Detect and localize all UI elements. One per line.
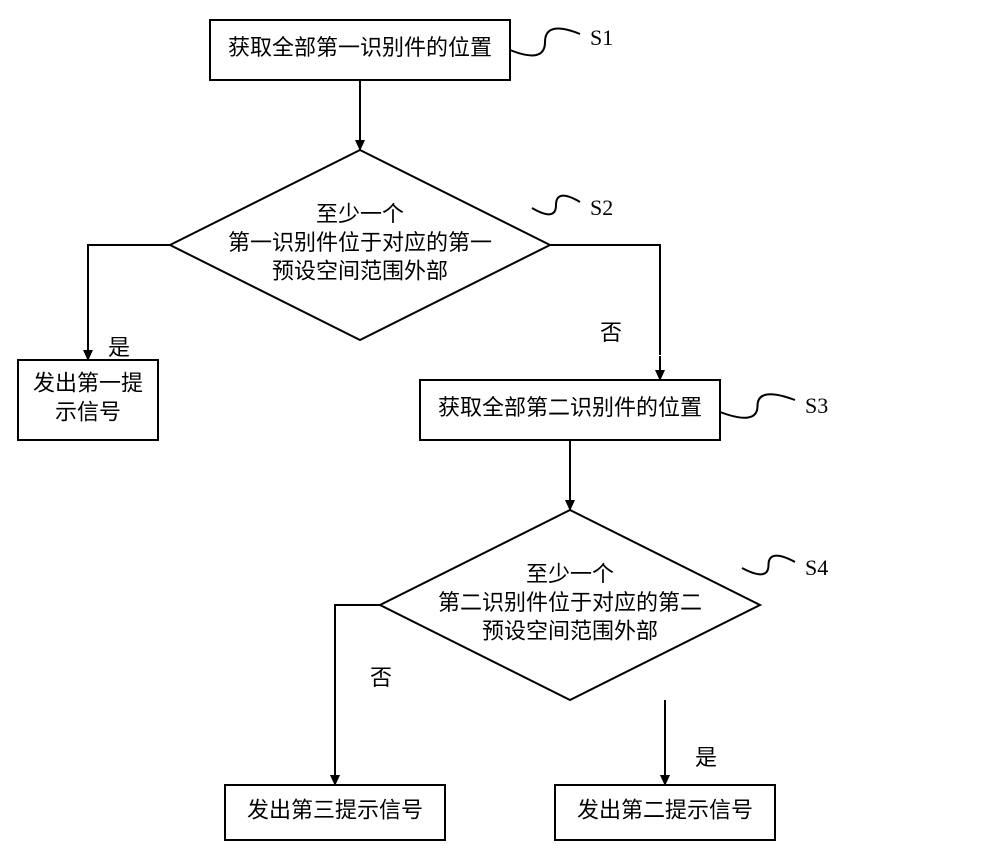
- edge-label-s4_b2: 是: [695, 745, 717, 770]
- s2-text-line-1: 第一识别件位于对应的第一: [228, 230, 492, 255]
- b2-text: 发出第二提示信号: [577, 798, 753, 823]
- s4-text-line-2: 预设空间范围外部: [482, 619, 658, 644]
- s1-annotation: S1: [590, 25, 613, 50]
- annotation-connector-sq1: [510, 29, 580, 56]
- edge-label-s2_s3: 否: [600, 320, 622, 345]
- edge-s4_b3: [335, 605, 380, 785]
- b3-text: 发出第三提示信号: [247, 798, 423, 823]
- annotation-connector-sq3: [720, 394, 795, 418]
- s4-annotation: S4: [805, 555, 828, 580]
- edge-label-s4_b3: 否: [370, 665, 392, 690]
- s2-text-line-0: 至少一个: [316, 201, 404, 226]
- b1-text-line-1: 示信号: [55, 399, 121, 424]
- annotation-connector-sq4: [742, 556, 795, 575]
- s2-text-line-2: 预设空间范围外部: [272, 259, 448, 284]
- s4-text-line-0: 至少一个: [526, 561, 614, 586]
- annotation-connector-sq2: [532, 196, 580, 215]
- s2-annotation: S2: [590, 195, 613, 220]
- b1-text-line-0: 发出第一提: [33, 371, 143, 396]
- s3-text: 获取全部第二识别件的位置: [438, 395, 702, 420]
- s4-text-line-1: 第二识别件位于对应的第二: [438, 590, 702, 615]
- edge-label-s2_b1: 是: [108, 335, 130, 360]
- s1-text: 获取全部第一识别件的位置: [228, 35, 492, 60]
- s3-annotation: S3: [805, 393, 828, 418]
- flowchart-canvas: 获取全部第一识别件的位置S1至少一个第一识别件位于对应的第一预设空间范围外部S2…: [0, 0, 1000, 862]
